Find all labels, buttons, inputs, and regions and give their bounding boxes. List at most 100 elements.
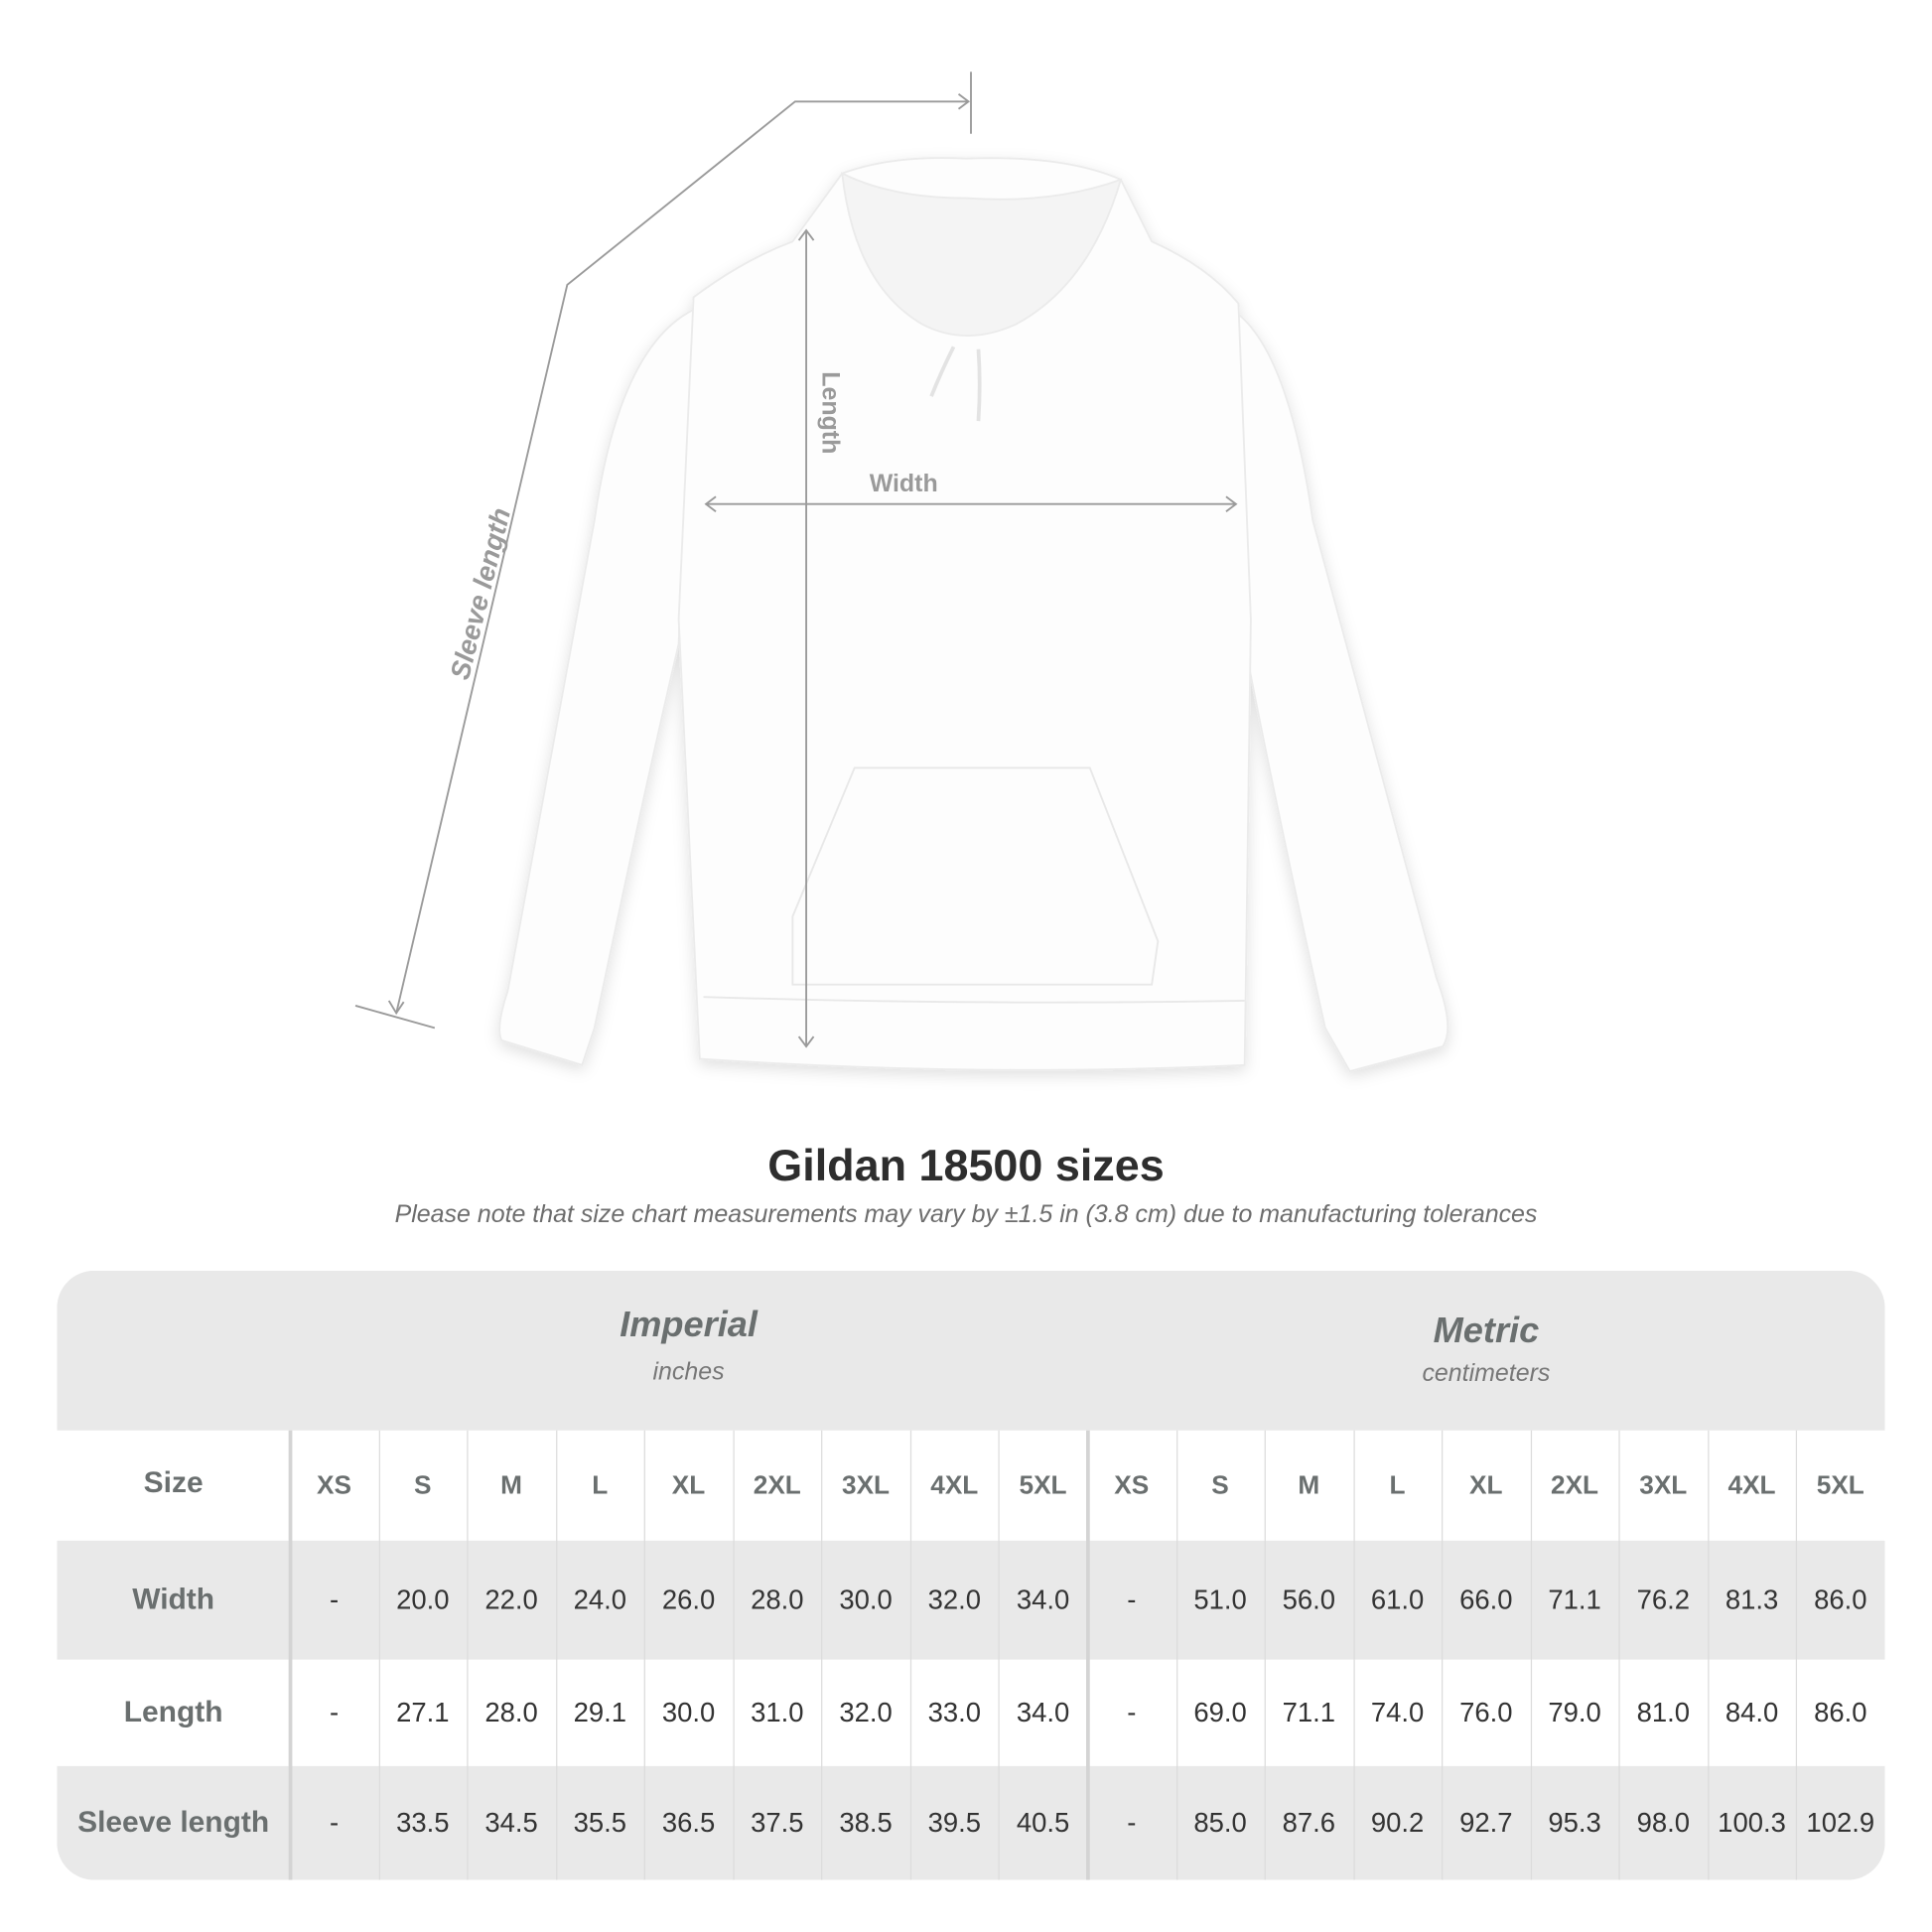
table-cell: -	[1127, 1696, 1137, 1728]
size-label: Size	[143, 1465, 204, 1500]
table-cell: 24.0	[573, 1584, 626, 1615]
size-header-cell: XS	[1114, 1470, 1150, 1500]
table-cell: 92.7	[1459, 1807, 1513, 1839]
column-divider	[821, 1430, 823, 1880]
table-cell: -	[329, 1584, 340, 1615]
size-header-cell: L	[1389, 1470, 1406, 1500]
table-cell: 71.1	[1548, 1584, 1601, 1615]
table-cell: 33.5	[396, 1807, 450, 1839]
size-header-cell: XL	[671, 1470, 706, 1500]
size-header-cell: L	[592, 1470, 609, 1500]
column-divider	[733, 1430, 735, 1880]
table-cell: 87.6	[1282, 1807, 1335, 1839]
table-row: Sleeve length - 33.5 34.5 35.5 36.5 37.5 38.5 3…	[57, 1766, 1884, 1880]
size-table: Imperial inches Metric centimeters Size …	[57, 1270, 1885, 1880]
table-cell: 36.5	[661, 1807, 716, 1839]
column-divider	[1264, 1430, 1266, 1880]
column-divider	[1442, 1430, 1444, 1880]
table-cell: 30.0	[839, 1584, 893, 1615]
table-cell: 86.0	[1814, 1696, 1867, 1728]
metric-title: Metric	[1433, 1311, 1540, 1351]
table-row: Width - 20.0 22.0 24.0 26.0 28.0 30.0 32.0 34.0 -…	[57, 1541, 1884, 1660]
table-cell: 38.5	[839, 1807, 893, 1839]
table-cell: 74.0	[1370, 1696, 1425, 1728]
table-cell: 26.0	[661, 1584, 716, 1615]
table-cell: 27.1	[396, 1696, 450, 1728]
imperial-title: Imperial	[620, 1305, 758, 1345]
row-label: Length	[123, 1695, 223, 1729]
column-divider	[1085, 1430, 1090, 1880]
hoodie-diagram: Sleeve length Length Width	[354, 71, 1449, 1073]
size-header-cell: 5XL	[1019, 1470, 1067, 1500]
table-cell: 37.5	[751, 1807, 804, 1839]
hoodie-illustration	[498, 157, 1449, 1073]
table-cell: 31.0	[751, 1696, 804, 1728]
table-cell: 56.0	[1282, 1584, 1335, 1615]
row-band	[57, 1765, 1885, 1880]
table-cell: -	[1127, 1807, 1137, 1839]
size-header-cell: XL	[1469, 1470, 1503, 1500]
column-divider	[378, 1430, 380, 1880]
table-cell: 61.0	[1370, 1584, 1425, 1615]
table-cell: 51.0	[1193, 1584, 1247, 1615]
table-cell: 95.3	[1548, 1807, 1601, 1839]
column-divider	[909, 1430, 911, 1880]
width-label: Width	[870, 470, 938, 497]
table-cell: 22.0	[484, 1584, 538, 1615]
size-header-cell: 5XL	[1816, 1470, 1864, 1500]
size-header-cell: M	[500, 1470, 522, 1500]
table-cell: 81.0	[1636, 1696, 1690, 1728]
column-divider	[1530, 1430, 1532, 1880]
column-divider	[1796, 1430, 1798, 1880]
size-header-cell: 2XL	[753, 1470, 801, 1500]
size-header-cell: 3XL	[842, 1470, 891, 1500]
table-cell: 34.0	[1016, 1584, 1070, 1615]
size-header-cell: S	[414, 1470, 432, 1500]
size-header-cell: 4XL	[1727, 1470, 1776, 1500]
table-cell: 32.0	[839, 1696, 893, 1728]
tolerance-note: Please note that size chart measurements…	[394, 1201, 1538, 1229]
metric-header: Metric centimeters	[1087, 1271, 1884, 1471]
table-cell: 34.0	[1016, 1696, 1070, 1728]
table-cell: -	[329, 1807, 340, 1839]
table-cell: 84.0	[1725, 1696, 1779, 1728]
table-cell: 98.0	[1636, 1807, 1690, 1839]
size-header-cell: M	[1298, 1470, 1320, 1500]
imperial-header: Imperial inches	[290, 1271, 1087, 1465]
table-cell: 20.0	[396, 1584, 450, 1615]
table-cell: 35.5	[573, 1807, 626, 1839]
measurement-lines	[354, 71, 1238, 1048]
table-cell: 76.0	[1459, 1696, 1513, 1728]
row-label: Sleeve length	[77, 1805, 270, 1840]
column-divider	[1175, 1430, 1177, 1880]
table-cell: 30.0	[661, 1696, 716, 1728]
size-header-cell: S	[1211, 1470, 1229, 1500]
table-cell: 79.0	[1548, 1696, 1601, 1728]
imperial-unit: inches	[652, 1358, 725, 1386]
row-label: Width	[132, 1583, 215, 1616]
table-cell: 85.0	[1193, 1807, 1247, 1839]
column-divider	[1352, 1430, 1355, 1880]
column-divider	[643, 1430, 646, 1880]
table-cell: 86.0	[1814, 1584, 1867, 1615]
table-cell: 90.2	[1370, 1807, 1425, 1839]
table-cell: 34.5	[484, 1807, 538, 1839]
table-cell: 102.9	[1806, 1807, 1875, 1839]
table-cell: 71.1	[1282, 1696, 1335, 1728]
table-cell: 33.0	[927, 1696, 981, 1728]
size-header-cell: 2XL	[1551, 1470, 1599, 1500]
metric-unit: centimeters	[1422, 1359, 1551, 1388]
size-header-cell: XS	[317, 1470, 352, 1500]
sleeve-length-label: Sleeve length	[444, 504, 516, 682]
table-cell: 66.0	[1459, 1584, 1513, 1615]
table-cell: 39.5	[927, 1807, 981, 1839]
table-cell: 69.0	[1193, 1696, 1247, 1728]
table-cell: -	[1127, 1584, 1137, 1615]
table-cell: 29.1	[573, 1696, 626, 1728]
table-cell: 76.2	[1636, 1584, 1690, 1615]
row-band	[57, 1540, 1885, 1660]
table-cell: 28.0	[751, 1584, 804, 1615]
size-row: Size XS S M L XL 2XL 3XL 4XL 5XL XS S M L XL 2XL 3XL 4XL…	[57, 1431, 1884, 1541]
column-divider	[288, 1430, 293, 1880]
column-divider	[1618, 1430, 1620, 1880]
